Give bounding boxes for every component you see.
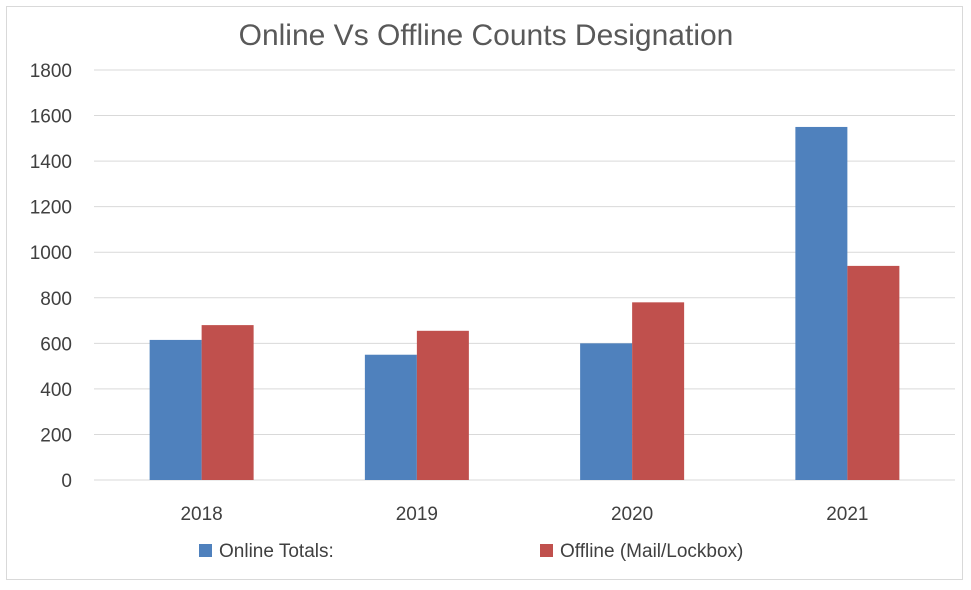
y-tick-label: 0 — [61, 471, 72, 492]
y-tick-label: 1200 — [30, 198, 72, 219]
bar-offline-mail-lockbox-2019 — [416, 330, 469, 480]
legend-swatch — [540, 544, 553, 557]
bar-online-totals-2018 — [149, 339, 202, 480]
legend-label: Offline (Mail/Lockbox) — [560, 541, 743, 562]
legend: Online Totals: Offline (Mail/Lockbox) — [199, 541, 743, 562]
y-tick-label: 1000 — [30, 243, 72, 264]
legend-label: Online Totals: — [219, 541, 334, 562]
legend-swatch — [199, 544, 212, 557]
x-tick-label: 2019 — [396, 504, 438, 525]
y-tick-label: 600 — [40, 334, 72, 355]
chart-title: Online Vs Offline Counts Designation — [239, 19, 734, 52]
y-tick-label: 1400 — [30, 152, 72, 173]
bar-online-totals-2019 — [364, 354, 417, 480]
bar-offline-mail-lockbox-2021 — [847, 265, 900, 480]
x-tick-label: 2021 — [826, 504, 868, 525]
x-axis-ticks: 2018 2019 2020 2021 — [180, 504, 868, 525]
bar-online-totals-2021 — [795, 126, 848, 480]
bar-offline-mail-lockbox-2020 — [632, 302, 685, 480]
y-tick-label: 400 — [40, 380, 72, 401]
bars — [149, 126, 900, 480]
y-tick-label: 800 — [40, 289, 72, 310]
y-tick-label: 200 — [40, 425, 72, 446]
y-tick-label: 1600 — [30, 107, 72, 128]
bar-offline-mail-lockbox-2018 — [201, 325, 254, 480]
y-tick-label: 1800 — [30, 61, 72, 82]
y-axis-ticks: 0 200 400 600 800 1000 1200 1400 1600 1800 — [30, 61, 72, 492]
x-tick-label: 2018 — [180, 504, 222, 525]
bar-online-totals-2020 — [580, 343, 633, 480]
x-tick-label: 2020 — [611, 504, 653, 525]
